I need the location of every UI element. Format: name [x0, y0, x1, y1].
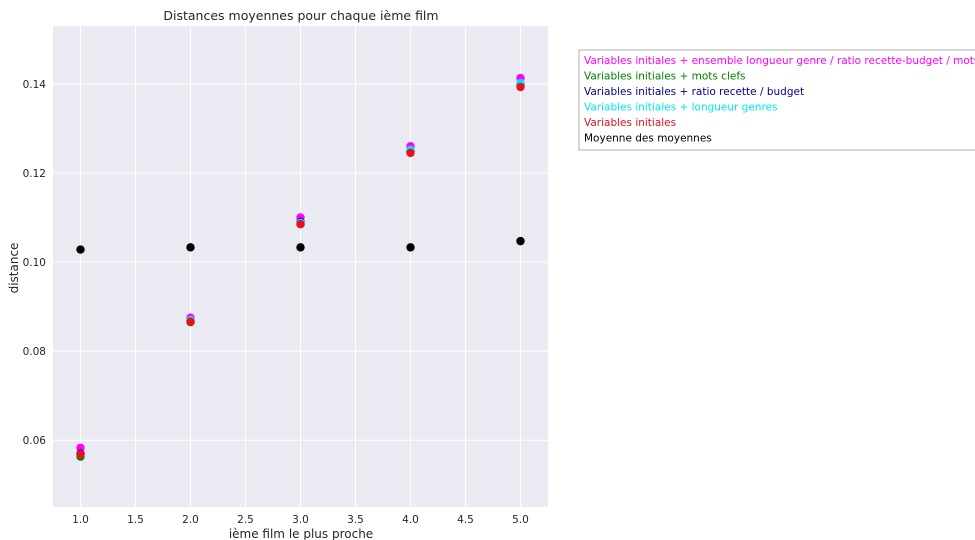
x-tick-label: 4.5	[457, 514, 474, 526]
y-tick-label: 0.14	[23, 79, 47, 91]
data-point	[296, 219, 305, 229]
data-point	[76, 443, 85, 452]
x-tick-label: 4.0	[402, 514, 419, 526]
x-tick-label: 5.0	[512, 514, 529, 526]
data-point	[516, 82, 525, 92]
x-tick-label: 2.5	[237, 514, 254, 526]
x-tick-label: 1.0	[72, 514, 89, 526]
chart-title: Distances moyennes pour chaque ième film	[163, 8, 438, 23]
legend-entry: Variables initiales + ensemble longueur …	[584, 55, 975, 67]
data-point	[76, 450, 85, 459]
grid-lines	[53, 26, 548, 507]
data-point	[76, 245, 85, 254]
x-tick-label: 3.5	[347, 514, 364, 526]
data-point	[296, 243, 305, 252]
series-4	[76, 82, 525, 459]
legend-entry: Moyenne des moyennes	[584, 133, 712, 145]
legend: Variables initiales + ensemble longueur …	[578, 49, 975, 151]
x-tick-label: 3.0	[292, 514, 309, 526]
legend-entry: Variables initiales + mots clefs	[584, 71, 746, 83]
y-axis-ticks: 0.06 0.08 0.10 0.12 0.14	[23, 79, 47, 447]
y-tick-label: 0.08	[23, 346, 46, 358]
data-point	[406, 148, 415, 158]
y-tick-label: 0.12	[23, 168, 46, 180]
y-tick-label: 0.10	[23, 257, 46, 269]
y-axis-label: distance	[7, 243, 21, 294]
legend-box	[578, 49, 975, 151]
x-tick-label: 1.5	[127, 514, 144, 526]
x-axis-label: ième film le plus proche	[229, 527, 373, 540]
legend-entry: Variables initiales + ratio recette / bu…	[584, 86, 804, 98]
y-tick-label: 0.06	[23, 435, 47, 447]
x-axis-ticks: 1.0 1.5 2.0 2.5 3.0 3.5 4.0 4.5 5.0	[72, 514, 529, 526]
x-tick-label: 2.0	[182, 514, 199, 526]
legend-entry: Variables initiales + longueur genres	[584, 102, 777, 114]
series-5	[76, 236, 525, 254]
data-point	[186, 243, 195, 252]
data-point	[516, 236, 525, 246]
legend-entry: Variables initiales	[584, 117, 676, 129]
data-points	[76, 73, 525, 461]
data-point	[406, 243, 415, 252]
data-point	[186, 317, 195, 326]
